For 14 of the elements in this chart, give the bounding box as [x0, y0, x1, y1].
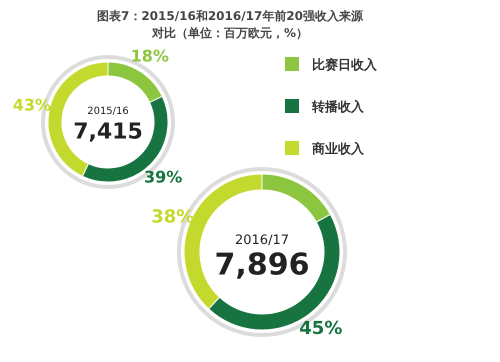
data-label: 39% [144, 167, 182, 186]
data-label: 18% [130, 46, 169, 66]
text: 7,415 [73, 120, 143, 144]
text: 2016/17 [234, 233, 290, 248]
chart-title: 图表7：2015/16和2016/17年前20强收入来源 [96, 9, 364, 23]
data-label: 38% [151, 206, 194, 228]
legend-label: 商业收入 [311, 141, 365, 157]
data-label: 45% [299, 318, 342, 339]
chart-subtitle: 对比（单位：百万欧元，%） [150, 26, 308, 40]
text: 7,896 [214, 248, 310, 282]
text: 2015/16 [87, 106, 129, 117]
legend-label: 比赛日收入 [312, 57, 378, 73]
data-label: 43% [12, 95, 52, 114]
legend-label: 转播收入 [311, 99, 365, 115]
